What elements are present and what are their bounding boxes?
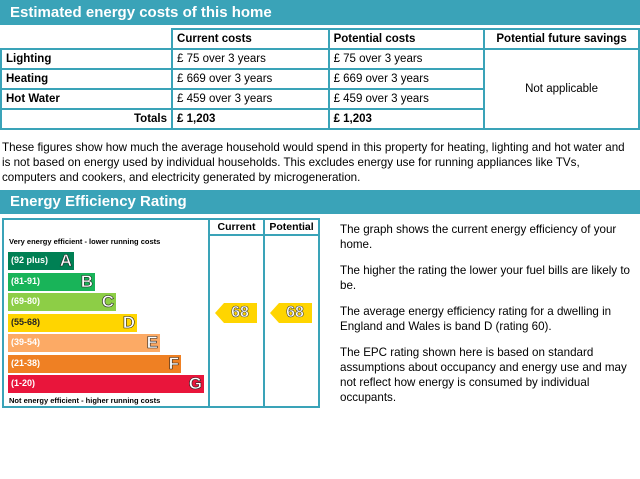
rating-band-f: (21-38) F	[8, 353, 181, 373]
energy-costs-header: Estimated energy costs of this home	[0, 0, 640, 25]
rating-note: The EPC rating shown here is based on st…	[340, 346, 627, 404]
rating-note: The higher the rating the lower your fue…	[340, 264, 630, 292]
arrow-shape	[215, 303, 257, 323]
totals-current: £ 1,203	[171, 108, 330, 130]
graph-divider	[208, 220, 210, 406]
heating-current: £ 669 over 3 years	[171, 68, 330, 90]
rating-band-c: (69-80) C	[8, 292, 116, 312]
band-range-label: (1-20)	[11, 378, 36, 388]
band-range-label: (81-91)	[11, 275, 41, 286]
graph-col-current: Current	[217, 221, 256, 233]
rating-band-e: (39-54) E	[8, 333, 160, 353]
graph-col-potential: Potential	[269, 221, 314, 233]
table-header-row: Current costs Potential costs Potential …	[1, 28, 640, 50]
row-label-heating: Heating	[0, 68, 174, 90]
graph-divider	[263, 220, 265, 406]
current-rating-value: 68	[231, 304, 249, 322]
band-letter: G	[188, 374, 202, 394]
row-label-lighting: Lighting	[0, 48, 174, 70]
band-range-label: (69-80)	[11, 296, 41, 306]
col-potential-costs: Potential costs	[327, 28, 486, 50]
lighting-potential: £ 75 over 3 years	[327, 48, 486, 70]
totals-potential: £ 1,203	[327, 108, 486, 130]
rating-notes: The graph shows the current energy effic…	[340, 222, 638, 416]
potential-rating-value: 68	[286, 304, 304, 322]
potential-rating-arrow: 68	[270, 303, 312, 323]
band-range-label: (39-54)	[11, 337, 41, 347]
band-letter: A	[59, 251, 72, 271]
hot-water-current: £ 459 over 3 years	[171, 88, 330, 110]
rating-band-a: (92 plus) A	[8, 251, 74, 271]
band-range-label: (55-68)	[11, 316, 41, 327]
totals-row: Totals £ 1,203 £ 1,203	[0, 108, 639, 130]
col-future-savings: Potential future savings	[483, 28, 640, 50]
energy-costs-table: Current costs Potential costs Potential …	[0, 28, 640, 130]
graph-header-line	[208, 234, 318, 236]
rating-note: The graph shows the current energy effic…	[340, 223, 617, 251]
band-letter: D	[122, 312, 135, 332]
totals-label: Totals	[0, 108, 174, 130]
lighting-current: £ 75 over 3 years	[171, 48, 330, 70]
top-efficiency-label: Very energy efficient - lower running co…	[9, 237, 161, 246]
table-row: Lighting £ 75 over 3 years £ 75 over 3 y…	[0, 48, 640, 130]
col-current-costs: Current costs	[171, 28, 330, 50]
band-letter: C	[101, 292, 114, 312]
epc-rating-graph: Current Potential Very energy efficient …	[2, 218, 320, 408]
current-rating-arrow: 68	[215, 303, 257, 323]
heating-potential: £ 669 over 3 years	[327, 68, 486, 90]
costs-explanation: These figures show how much the average …	[2, 141, 625, 184]
efficiency-rating-header: Energy Efficiency Rating	[0, 190, 640, 214]
rating-band-b: (81-91) B	[8, 271, 95, 291]
band-letter: B	[80, 271, 93, 291]
band-letter: E	[146, 333, 158, 353]
table-row: Hot Water £ 459 over 3 years £ 459 over …	[0, 88, 639, 110]
band-letter: F	[168, 353, 179, 373]
table-row: Heating £ 669 over 3 years £ 669 over 3 …	[0, 68, 639, 90]
bottom-efficiency-label: Not energy efficient - higher running co…	[9, 396, 161, 405]
future-savings-value: Not applicable	[483, 48, 640, 130]
header-blank-cell	[1, 29, 174, 50]
hot-water-potential: £ 459 over 3 years	[327, 88, 486, 110]
band-range-label: (21-38)	[11, 357, 41, 368]
rating-band-g: (1-20) G	[8, 374, 204, 394]
arrow-shape	[270, 303, 312, 323]
row-label-hot-water: Hot Water	[0, 88, 174, 110]
rating-note: The average energy efficiency rating for…	[340, 305, 612, 333]
rating-band-d: (55-68) D	[8, 312, 137, 332]
band-range-label: (92 plus)	[11, 255, 49, 265]
